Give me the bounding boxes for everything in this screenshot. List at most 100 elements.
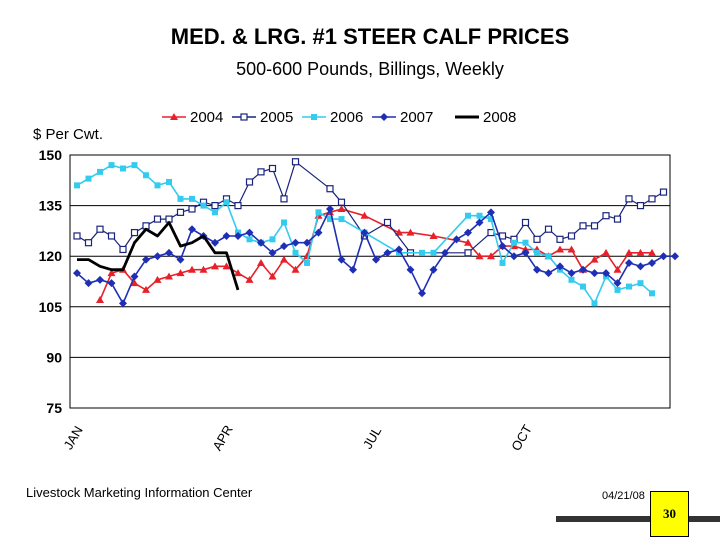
data-point-2007 [475, 218, 484, 227]
x-tick-label-apr: APR [209, 422, 235, 453]
data-point-2004 [176, 269, 185, 277]
y-tick-label: 120 [39, 248, 63, 264]
data-point-2007 [326, 204, 334, 213]
data-point-2005 [234, 202, 242, 210]
data-point-2007 [671, 252, 679, 261]
data-point-2006 [304, 259, 310, 266]
data-point-2005 [521, 218, 530, 227]
data-point-2007 [84, 279, 93, 288]
data-point-2007 [602, 269, 610, 278]
data-point-2004 [648, 248, 656, 256]
page-number: 30 [663, 506, 676, 521]
data-point-2006 [154, 182, 161, 189]
y-tick-label: 105 [39, 299, 63, 315]
data-point-2005 [533, 235, 541, 243]
data-point-2006 [465, 212, 471, 219]
legend-label-2008: 2008 [483, 109, 516, 126]
data-point-2006 [591, 300, 598, 307]
data-point-2004 [257, 258, 265, 266]
data-point-2005 [625, 195, 633, 203]
legend-swatch-marker [380, 113, 388, 121]
x-tick-labels: JAN APR JUL OCT [60, 422, 535, 453]
data-point-2006 [419, 249, 425, 256]
data-point-2007 [303, 238, 311, 247]
data-point-2005 [337, 198, 346, 206]
data-point-2007 [464, 228, 472, 237]
data-point-2005 [659, 188, 668, 196]
data-point-2005 [487, 228, 495, 237]
data-point-2004 [142, 285, 150, 293]
legend-swatch-marker [240, 113, 248, 121]
data-point-2005 [280, 195, 288, 203]
data-point-2004 [590, 255, 599, 263]
data-point-2004 [337, 204, 346, 212]
data-point-2007 [659, 252, 668, 261]
data-point-2006 [223, 199, 230, 206]
y-tick-labels: 75 90 105 120 135 150 [39, 147, 63, 416]
legend-item-2008: 2008 [455, 109, 516, 126]
data-point-2007 [280, 242, 288, 251]
legend: 2004 2005 2006 2007 2008 [162, 109, 516, 126]
data-point-2004 [625, 248, 633, 256]
data-point-2007 [418, 289, 426, 298]
data-point-2006 [200, 202, 207, 209]
data-point-2006 [499, 259, 506, 266]
data-point-2006 [626, 283, 632, 290]
data-point-2004 [165, 272, 173, 280]
data-point-2007 [521, 248, 530, 257]
y-axis-label: $ Per Cwt. [33, 126, 103, 143]
data-point-2006 [534, 249, 540, 256]
data-point-2004 [130, 279, 139, 287]
data-point-2005 [73, 232, 81, 240]
data-point-2006 [74, 182, 80, 189]
data-point-2005 [257, 168, 265, 176]
data-point-2005 [268, 164, 277, 173]
data-point-2005 [291, 158, 300, 166]
data-point-2006 [246, 236, 253, 243]
data-point-2004 [107, 269, 116, 277]
data-point-2007 [314, 228, 323, 237]
series-2005 [73, 158, 668, 257]
data-point-2005 [130, 228, 139, 237]
y-tick-label: 75 [46, 400, 62, 416]
data-point-2006 [649, 290, 655, 297]
data-point-2004 [245, 275, 254, 283]
series-2008 [77, 221, 240, 291]
data-point-2007 [429, 265, 438, 274]
data-point-2004 [188, 265, 196, 273]
y-tick-label: 90 [46, 349, 62, 365]
data-point-2007 [165, 248, 173, 257]
data-point-2005 [544, 225, 553, 233]
data-point-2004 [280, 255, 288, 263]
legend-item-2005: 2005 [232, 109, 293, 126]
x-tick-label-oct: OCT [508, 422, 535, 453]
data-point-2004 [475, 252, 484, 260]
data-point-2007 [452, 235, 461, 244]
legend-item-2006: 2006 [302, 109, 363, 126]
data-point-2006 [488, 216, 494, 223]
data-point-2005 [211, 202, 219, 210]
data-point-2005 [188, 205, 196, 213]
data-point-2005 [590, 222, 599, 230]
data-point-2006 [189, 195, 195, 202]
legend-item-2007: 2007 [372, 109, 433, 126]
data-point-2004 [222, 262, 231, 270]
data-point-2007 [406, 265, 415, 274]
data-point-2004 [268, 272, 277, 280]
data-point-2004 [211, 262, 219, 270]
page-number-box: 30 [650, 491, 689, 537]
data-point-2007 [119, 299, 127, 308]
data-point-2007 [107, 279, 116, 288]
legend-label-2006: 2006 [330, 109, 363, 126]
data-point-2005 [602, 212, 610, 220]
data-point-2007 [337, 255, 346, 264]
data-point-2007 [176, 255, 185, 264]
data-point-2006 [476, 212, 483, 219]
data-point-2005 [176, 208, 185, 216]
data-point-2007 [234, 231, 242, 240]
data-point-2005 [96, 225, 104, 233]
data-point-2006 [166, 178, 172, 185]
x-tick-label-jan: JAN [60, 423, 85, 452]
data-point-2006 [614, 286, 621, 293]
